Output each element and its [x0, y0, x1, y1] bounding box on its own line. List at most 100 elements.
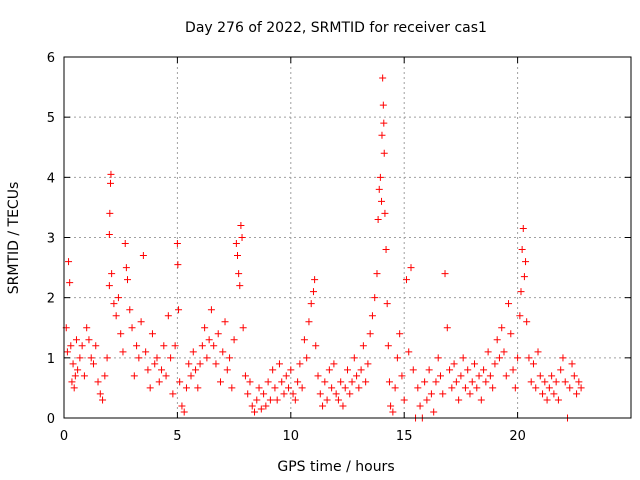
- data-point: [239, 324, 247, 332]
- data-point: [457, 372, 465, 380]
- data-point: [66, 279, 74, 287]
- data-point: [332, 390, 340, 398]
- axis-ticks: 0 5 10 15 20 0 1 2 3 4 5 6: [47, 51, 631, 444]
- data-point: [155, 378, 163, 386]
- data-point: [146, 384, 154, 392]
- data-point: [380, 119, 388, 127]
- data-point: [518, 246, 526, 254]
- data-point: [523, 318, 531, 326]
- data-point: [450, 360, 458, 368]
- data-point: [545, 384, 553, 392]
- data-point: [325, 366, 333, 374]
- data-point: [237, 221, 245, 229]
- data-point: [407, 264, 415, 272]
- data-point: [232, 240, 240, 248]
- data-point: [78, 342, 86, 350]
- data-point: [330, 360, 338, 368]
- data-point: [162, 372, 170, 380]
- data-point: [511, 384, 519, 392]
- data-point: [117, 330, 125, 338]
- x-tick-label: 10: [283, 429, 300, 444]
- data-point: [423, 396, 431, 404]
- data-point: [68, 378, 76, 386]
- data-point: [135, 354, 143, 362]
- data-points: [62, 74, 585, 422]
- data-point: [244, 390, 252, 398]
- data-point: [443, 324, 451, 332]
- data-point: [85, 336, 93, 344]
- data-point: [436, 372, 444, 380]
- data-point: [251, 408, 259, 416]
- x-tick-label: 0: [60, 429, 68, 444]
- data-point: [128, 324, 136, 332]
- data-point: [137, 318, 145, 326]
- data-point: [207, 306, 215, 314]
- data-point: [80, 372, 88, 380]
- data-point: [339, 402, 347, 410]
- data-point: [173, 240, 181, 248]
- data-point: [275, 360, 283, 368]
- data-point: [517, 288, 525, 296]
- data-point: [384, 342, 392, 350]
- data-point: [212, 360, 220, 368]
- data-point: [273, 396, 281, 404]
- data-point: [344, 366, 351, 374]
- data-point: [319, 402, 327, 410]
- data-point: [434, 354, 442, 362]
- data-point: [321, 378, 329, 386]
- data-point: [106, 179, 114, 187]
- data-point: [461, 384, 469, 392]
- data-point: [405, 348, 413, 356]
- data-point: [489, 384, 497, 392]
- x-tick-label: 20: [509, 429, 526, 444]
- data-point: [373, 270, 381, 278]
- data-point: [305, 318, 313, 326]
- data-point: [520, 273, 528, 281]
- data-point: [311, 276, 319, 284]
- data-point: [427, 390, 435, 398]
- data-point: [67, 342, 75, 350]
- data-point: [416, 402, 424, 410]
- data-point: [119, 348, 127, 356]
- data-point: [253, 396, 261, 404]
- data-point: [201, 324, 209, 332]
- data-point: [192, 366, 200, 374]
- data-point: [381, 209, 389, 217]
- data-point: [175, 306, 183, 314]
- data-point: [471, 360, 479, 368]
- data-point: [473, 384, 481, 392]
- y-tick-label: 0: [47, 412, 55, 427]
- data-point: [337, 378, 345, 386]
- data-point: [396, 330, 404, 338]
- data-point: [176, 378, 184, 386]
- data-point: [257, 405, 265, 413]
- data-point: [362, 378, 370, 386]
- data-point: [534, 348, 542, 356]
- data-point: [541, 378, 549, 386]
- grid-lines: [64, 57, 631, 418]
- data-point: [194, 384, 202, 392]
- data-point: [65, 258, 73, 266]
- data-point: [171, 342, 179, 350]
- data-point: [364, 360, 372, 368]
- data-point: [226, 354, 234, 362]
- data-point: [543, 396, 551, 404]
- data-point: [112, 312, 120, 320]
- data-point: [387, 402, 395, 410]
- data-point: [464, 366, 472, 374]
- data-point: [106, 209, 114, 217]
- data-point: [495, 354, 503, 362]
- y-tick-label: 5: [47, 111, 55, 126]
- data-point: [72, 336, 80, 344]
- data-point: [374, 215, 382, 223]
- data-point: [289, 390, 297, 398]
- data-point: [409, 366, 417, 374]
- data-point: [216, 378, 224, 386]
- x-axis-label: GPS time / hours: [277, 459, 394, 475]
- data-point: [282, 372, 290, 380]
- data-point: [214, 330, 222, 338]
- data-point: [101, 372, 109, 380]
- data-point: [133, 342, 141, 350]
- data-point: [285, 384, 293, 392]
- data-point: [477, 396, 485, 404]
